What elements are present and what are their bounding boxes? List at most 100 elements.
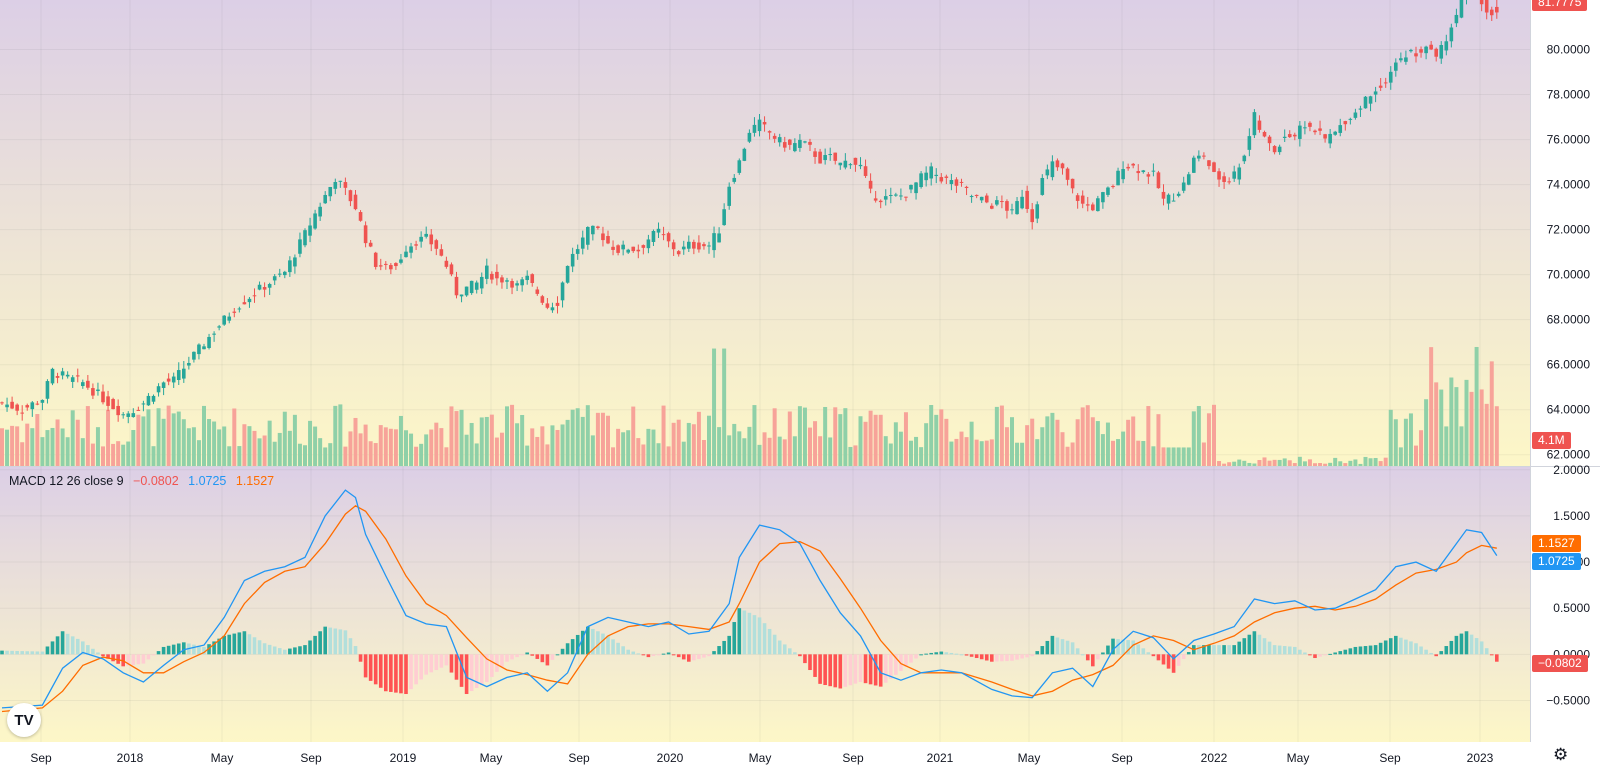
- settings-gear-icon[interactable]: ⚙: [1553, 745, 1569, 764]
- volume-bar: [606, 415, 610, 466]
- macd-histogram-bar: [1257, 634, 1262, 655]
- volume-bar: [176, 411, 181, 466]
- macd-histogram-bar: [1040, 646, 1045, 655]
- macd-histogram-bar: [116, 654, 120, 664]
- volume-bar: [752, 405, 757, 466]
- candle-body: [469, 280, 474, 294]
- candle-body: [1040, 177, 1045, 195]
- candle-body: [146, 395, 151, 406]
- macd-histogram-bar: [1121, 639, 1125, 655]
- candles[interactable]: [0, 0, 1499, 424]
- volume-bar: [984, 440, 989, 466]
- candle-body: [1378, 85, 1383, 88]
- volume-bar: [1378, 461, 1383, 466]
- macd-histogram-bar: [878, 654, 883, 687]
- macd-histogram-bar: [217, 638, 221, 655]
- macd-histogram-bar: [1434, 654, 1438, 657]
- volume-bar: [287, 430, 292, 466]
- candle-body: [1186, 174, 1191, 185]
- macd-histogram-bar: [1429, 652, 1433, 655]
- candle-body: [641, 245, 646, 248]
- macd-histogram-bar: [1222, 645, 1226, 655]
- macd-histogram-bar: [813, 654, 817, 677]
- volume-bar: [1060, 432, 1065, 466]
- macd-histogram-bar: [333, 628, 338, 655]
- candle-body: [1091, 204, 1095, 211]
- time-axis[interactable]: Sep 2018 May Sep 2019 May Sep 2020 May Sep 2021 May…: [30, 751, 1493, 765]
- macd-signal-line: [1, 505, 1497, 713]
- volume-bars: [0, 346, 1499, 466]
- volume-bar: [161, 418, 166, 466]
- volume-bar: [843, 408, 848, 466]
- macd-legend[interactable]: MACD 12 26 close 9 −0.0802 1.0725 1.1527: [9, 474, 280, 488]
- volume-bar: [121, 444, 126, 466]
- volume-bar: [50, 427, 55, 466]
- candle-body: [671, 242, 676, 250]
- macd-histogram-bar: [1409, 641, 1413, 655]
- volume-bar: [595, 412, 600, 466]
- volume-bar: [1090, 417, 1095, 466]
- volume-bar: [65, 437, 70, 466]
- macd-histogram-bar: [212, 641, 216, 655]
- volume-bar: [737, 431, 742, 466]
- candle-body: [702, 244, 706, 247]
- macd-tick-label: −0.5000: [1546, 693, 1590, 707]
- volume-bar: [1151, 446, 1156, 466]
- volume-bar: [232, 408, 237, 466]
- volume-bar: [106, 409, 111, 466]
- price-tick-label: 80.0000: [1547, 43, 1591, 57]
- last-price-badge: 81.7775: [1532, 0, 1588, 11]
- macd-histogram-bar: [1080, 654, 1085, 656]
- volume-bar: [1484, 403, 1489, 466]
- candle-body: [1015, 201, 1019, 215]
- macd-histogram-bar: [65, 633, 70, 655]
- price-tick-label: 74.0000: [1547, 178, 1591, 192]
- volume-bar: [792, 436, 797, 466]
- macd-tick-label: 0.5000: [1553, 601, 1590, 615]
- volume-bar: [333, 405, 338, 466]
- volume-bar: [1196, 406, 1201, 466]
- volume-bar: [489, 414, 494, 466]
- candle-body: [984, 195, 989, 203]
- candle-body: [969, 196, 974, 198]
- candle-body: [1126, 166, 1130, 169]
- candle-body: [545, 303, 550, 308]
- macd-histogram-bar: [232, 633, 237, 655]
- volume-bar: [611, 447, 616, 466]
- macd-histogram-bar: [1303, 652, 1307, 655]
- candle-body: [293, 257, 297, 267]
- volume-bar: [1085, 405, 1090, 466]
- volume-bar: [1247, 462, 1252, 466]
- macd-histogram-bar: [1181, 654, 1186, 659]
- volume-bar: [1262, 457, 1267, 466]
- candle-body: [1388, 71, 1393, 83]
- macd-pane-bg: [0, 467, 1530, 742]
- candle-body: [252, 295, 257, 297]
- volume-bar: [373, 443, 378, 466]
- candle-body: [510, 281, 514, 288]
- candle-body: [707, 245, 711, 247]
- macd-histogram-bar: [1282, 646, 1287, 655]
- candle-body: [712, 233, 716, 251]
- volume-bar: [833, 407, 838, 466]
- candle-body: [409, 246, 413, 253]
- candle-body: [1484, 0, 1489, 13]
- volume-bar: [90, 443, 95, 466]
- macd-histogram-bar: [449, 654, 454, 673]
- volume-bar: [797, 406, 802, 466]
- candle-body: [1101, 192, 1105, 203]
- tradingview-logo[interactable]: TV: [7, 703, 41, 737]
- price-tick-label: 76.0000: [1547, 133, 1591, 147]
- macd-histogram-bar: [540, 654, 545, 663]
- candle-body: [272, 276, 277, 281]
- macd-histogram-bar: [894, 654, 898, 675]
- candle-body: [1030, 209, 1034, 223]
- volume-bar: [1454, 387, 1459, 466]
- macd-histogram-bar: [681, 654, 686, 660]
- candle-body: [752, 124, 757, 133]
- volume-bar: [202, 405, 206, 466]
- candle-body: [1439, 45, 1444, 59]
- macd-histogram-bar: [823, 654, 827, 686]
- macd-histogram-bar: [1489, 654, 1494, 656]
